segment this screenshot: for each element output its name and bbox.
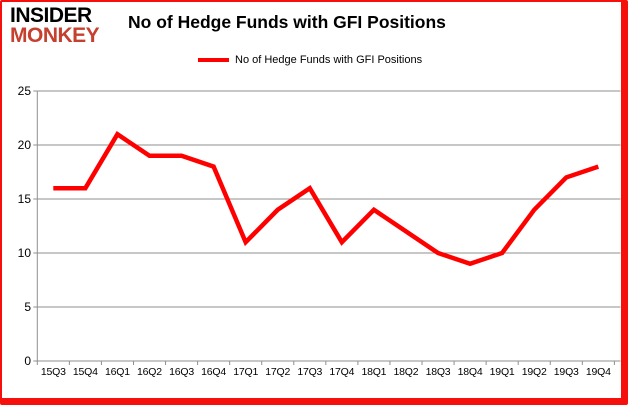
x-axis-label: 18Q3 bbox=[425, 366, 451, 378]
y-axis-label: 25 bbox=[17, 84, 31, 98]
chart-title: No of Hedge Funds with GFI Positions bbox=[128, 12, 446, 32]
x-axis-label: 17Q3 bbox=[297, 366, 323, 378]
y-axis-label: 10 bbox=[17, 246, 31, 260]
x-axis-label: 15Q4 bbox=[72, 366, 98, 378]
y-axis-label: 5 bbox=[24, 300, 31, 314]
x-axis-label: 18Q4 bbox=[457, 366, 483, 378]
x-axis-label: 16Q2 bbox=[137, 366, 162, 378]
x-axis-label: 17Q2 bbox=[265, 366, 291, 378]
chart-legend: No of Hedge Funds with GFI Positions bbox=[198, 54, 422, 66]
x-axis-label: 16Q4 bbox=[201, 366, 227, 378]
legend-series-label: No of Hedge Funds with GFI Positions bbox=[235, 54, 423, 66]
logo-insider-text: INSIDER bbox=[10, 4, 92, 27]
series-line bbox=[53, 131, 600, 267]
logo-monkey-text: MONKEY bbox=[10, 24, 100, 47]
x-axis-label: 17Q1 bbox=[233, 366, 259, 378]
insider-monkey-logo: INSIDER MONKEY bbox=[10, 4, 100, 47]
x-axis-label: 19Q3 bbox=[553, 366, 579, 378]
y-axis-label: 0 bbox=[24, 354, 31, 368]
x-axis-label: 19Q2 bbox=[521, 366, 547, 378]
x-axis-label: 16Q3 bbox=[169, 366, 194, 378]
x-axis-label: 19Q4 bbox=[585, 366, 611, 378]
legend-line-swatch bbox=[198, 57, 229, 63]
y-axis-label: 15 bbox=[17, 192, 31, 206]
x-axis-label: 19Q1 bbox=[489, 366, 515, 378]
x-axis-label: 17Q4 bbox=[329, 366, 355, 378]
x-axis-label: 18Q2 bbox=[393, 366, 419, 378]
x-axis-label: 15Q3 bbox=[40, 366, 66, 378]
y-axis-label: 20 bbox=[17, 138, 31, 152]
x-axis-label: 18Q1 bbox=[361, 366, 387, 378]
x-axis-label: 16Q1 bbox=[104, 366, 130, 378]
